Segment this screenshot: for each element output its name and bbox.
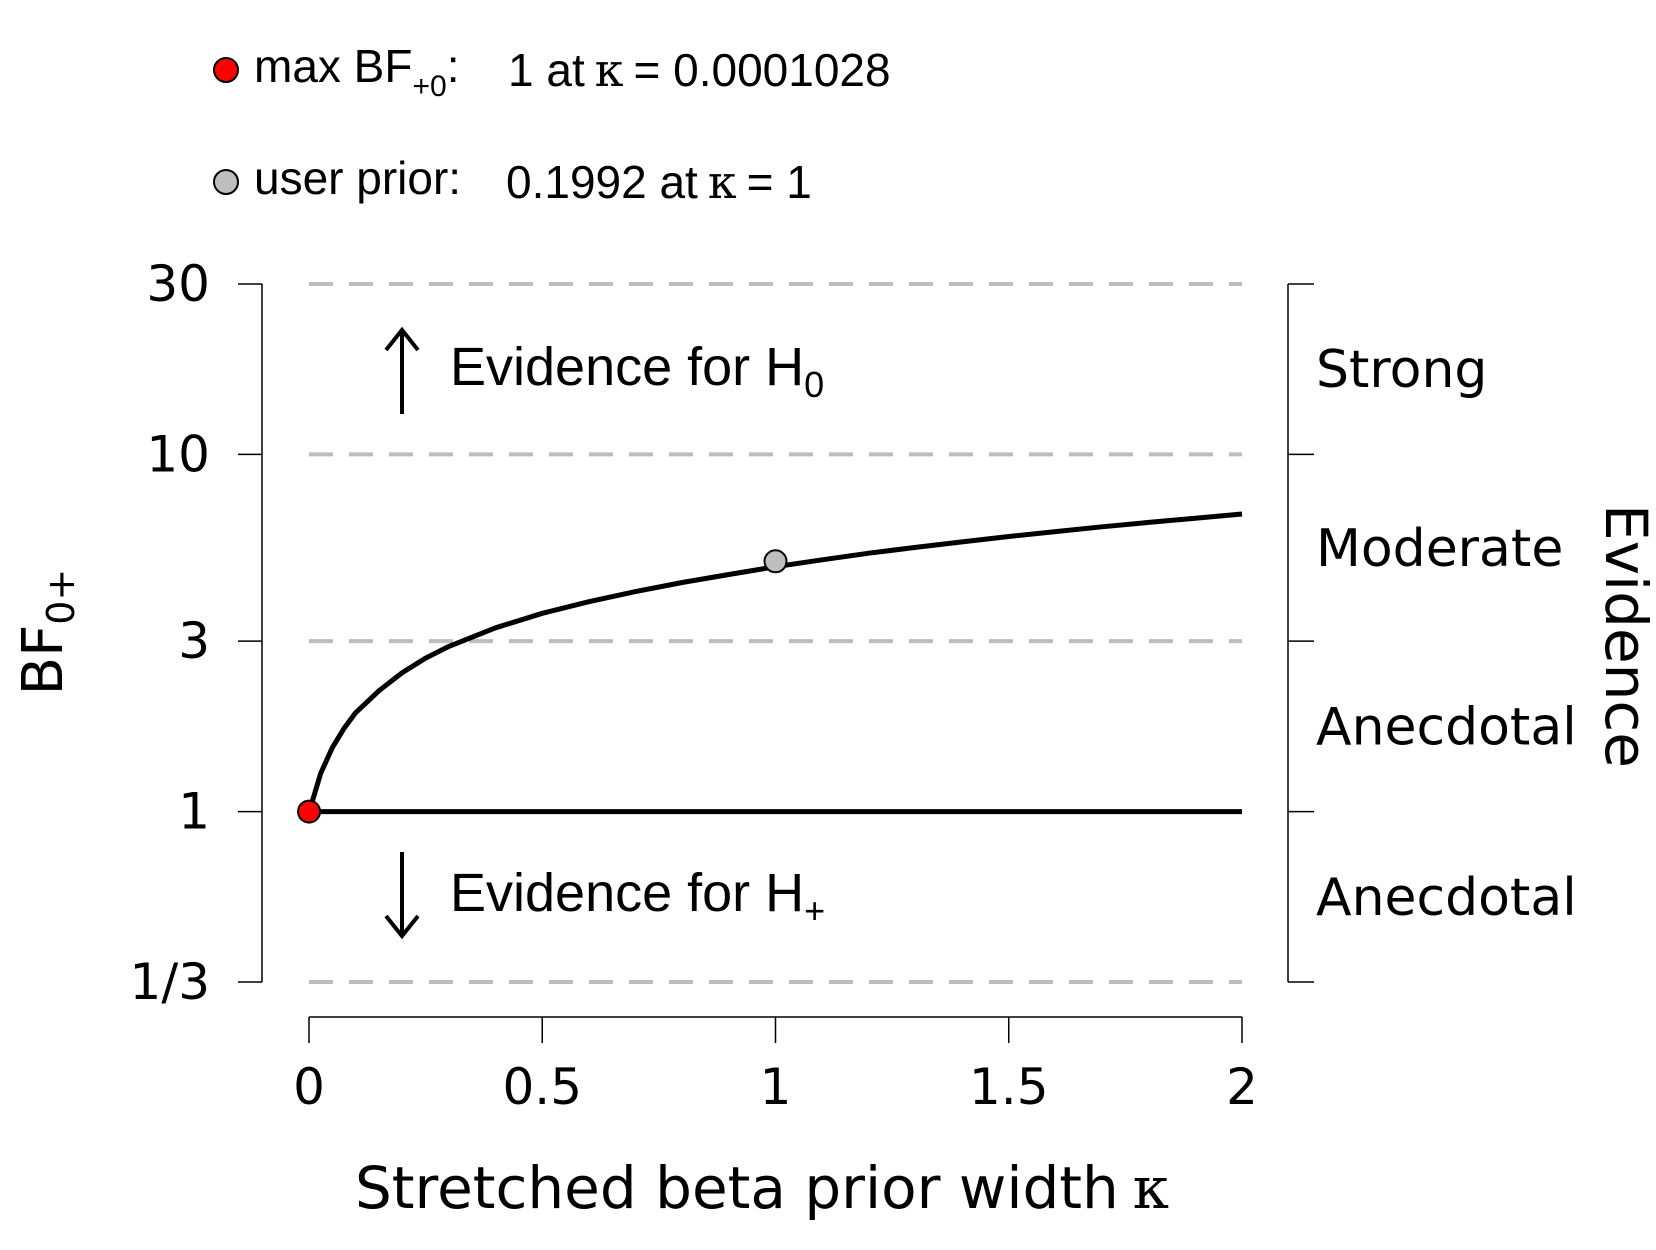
user-prior-point [763,549,788,574]
evidence-axis-title: Evidence [1592,504,1656,768]
annotation-hplus: Evidence for H+ [384,852,825,940]
x-tick-label: 1.5 [969,1058,1049,1116]
y-tick-label: 30 [146,255,210,313]
x-tick-label: 0 [293,1058,325,1116]
arrow-up-head [384,326,420,352]
legend-user-prior-marker [213,169,239,195]
x-tick-label: 1 [760,1058,792,1116]
evidence-axis: Strong Moderate Anecdotal Anecdotal [1287,283,1577,983]
series-layer [297,511,1243,824]
evidence-for-hplus-label: Evidence for H+ [450,863,825,931]
legend-max-label: max BF+0: [254,40,459,103]
legend-max-value: 1 at κ = 0.0001028 [508,43,891,97]
y-tick-label: 1/3 [130,953,210,1011]
y-tick-label: 3 [178,612,210,670]
evidence-category-label: Strong [1316,340,1487,400]
legend-user-prior-value: 0.1992 at κ = 1 [506,155,812,209]
evidence-for-h0-label: Evidence for H0 [450,337,824,405]
y-tick-label: 10 [146,425,210,483]
y-axis-title: BF0+ [11,569,83,696]
arrow-down-head [384,914,420,940]
x-tick-label: 2 [1226,1058,1258,1116]
legend-user-prior-label: user prior: [254,152,461,204]
bf-curve-line [306,511,1243,813]
max-bf-point [297,799,322,824]
y-axis: 1/3 1 3 10 30 [130,255,263,1011]
evidence-category-label: Anecdotal [1316,697,1577,757]
x-axis-title: Stretched beta prior width κ [355,1154,1169,1222]
evidence-category-label: Moderate [1316,519,1563,579]
y-tick-label: 1 [178,783,210,841]
reference-lines [309,282,1242,984]
evidence-category-label: Anecdotal [1316,868,1577,928]
legend: max BF+0: 1 at κ = 0.0001028 user prior: 0… [213,40,891,209]
x-tick-label: 0.5 [502,1058,582,1116]
annotation-h0: Evidence for H0 [384,326,824,414]
x-axis: 0 0.5 1 1.5 2 [293,1016,1258,1116]
legend-max-marker [213,57,239,83]
